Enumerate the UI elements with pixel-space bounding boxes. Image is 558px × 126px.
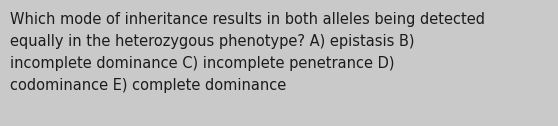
Text: incomplete dominance C) incomplete penetrance D): incomplete dominance C) incomplete penet… — [10, 56, 395, 71]
Text: equally in the heterozygous phenotype? A) epistasis B): equally in the heterozygous phenotype? A… — [10, 34, 415, 49]
Text: Which mode of inheritance results in both alleles being detected: Which mode of inheritance results in bot… — [10, 12, 485, 27]
Text: codominance E) complete dominance: codominance E) complete dominance — [10, 78, 286, 93]
